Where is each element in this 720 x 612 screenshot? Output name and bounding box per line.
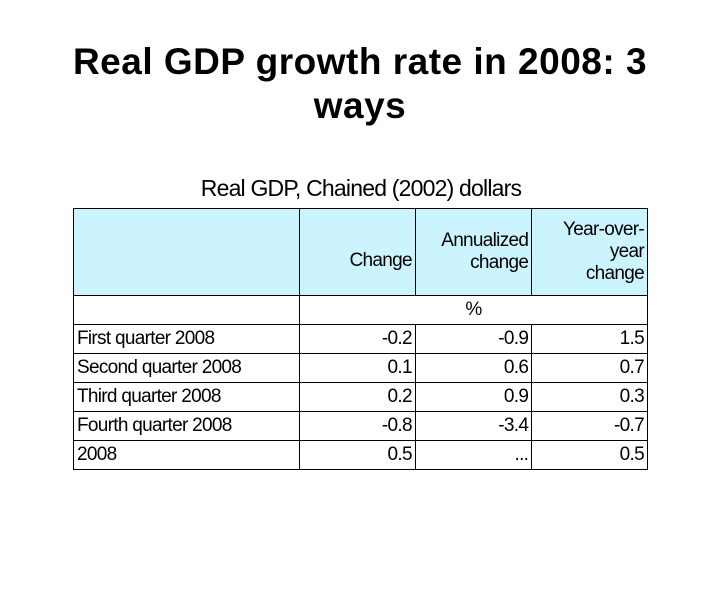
table-row: First quarter 2008 -0.2 -0.9 1.5 — [73, 324, 648, 354]
table-caption: Real GDP, Chained (2002) dollars — [200, 175, 522, 201]
row-annualized: ... — [414, 440, 533, 470]
gdp-table: Change Annualized change Year-over- year… — [73, 208, 648, 470]
row-label: Second quarter 2008 — [73, 353, 300, 383]
row-label: Third quarter 2008 — [73, 382, 300, 412]
row-label: First quarter 2008 — [73, 324, 300, 354]
row-annualized: 0.6 — [414, 353, 533, 383]
row-yoy: 1.5 — [531, 324, 648, 354]
table-row: 2008 0.5 ... 0.5 — [73, 440, 648, 470]
row-yoy: -0.7 — [531, 411, 648, 441]
unit-row: % — [73, 295, 648, 325]
header-yoy-line-2: year — [609, 241, 645, 262]
table-row: Third quarter 2008 0.2 0.9 0.3 — [73, 382, 648, 412]
table-row: Fourth quarter 2008 -0.8 -3.4 -0.7 — [73, 411, 648, 441]
row-yoy: 0.5 — [531, 440, 648, 470]
row-yoy: 0.7 — [531, 353, 648, 383]
row-change: 0.1 — [299, 353, 416, 383]
row-annualized: -0.9 — [414, 324, 533, 354]
header-annualized-line-2: change — [470, 252, 529, 273]
row-annualized: 0.9 — [414, 382, 533, 412]
header-label — [73, 208, 300, 296]
header-annualized: Annualized change — [414, 208, 533, 296]
header-yoy: Year-over- year change — [531, 208, 648, 296]
header-change: Change — [299, 208, 416, 296]
slide-title-line-2: ways — [313, 85, 407, 126]
table-header-row: Change Annualized change Year-over- year… — [73, 208, 648, 296]
row-annualized: -3.4 — [414, 411, 533, 441]
slide-title-line-1: Real GDP growth rate in 2008: 3 — [72, 41, 648, 82]
row-change: -0.2 — [299, 324, 416, 354]
row-change: 0.2 — [299, 382, 416, 412]
row-yoy: 0.3 — [531, 382, 648, 412]
header-change-text: Change — [349, 250, 412, 271]
header-annualized-line-1: Annualized — [441, 230, 529, 251]
header-yoy-line-3: change — [585, 263, 645, 284]
header-yoy-line-1: Year-over- — [562, 219, 645, 240]
slide-title: Real GDP growth rate in 2008: 3 ways — [0, 40, 720, 128]
row-label: 2008 — [73, 440, 300, 470]
row-change: -0.8 — [299, 411, 416, 441]
unit-cell: % — [299, 295, 648, 325]
row-label: Fourth quarter 2008 — [73, 411, 300, 441]
row-change: 0.5 — [299, 440, 416, 470]
table-row: Second quarter 2008 0.1 0.6 0.7 — [73, 353, 648, 383]
unit-row-label — [73, 295, 300, 325]
